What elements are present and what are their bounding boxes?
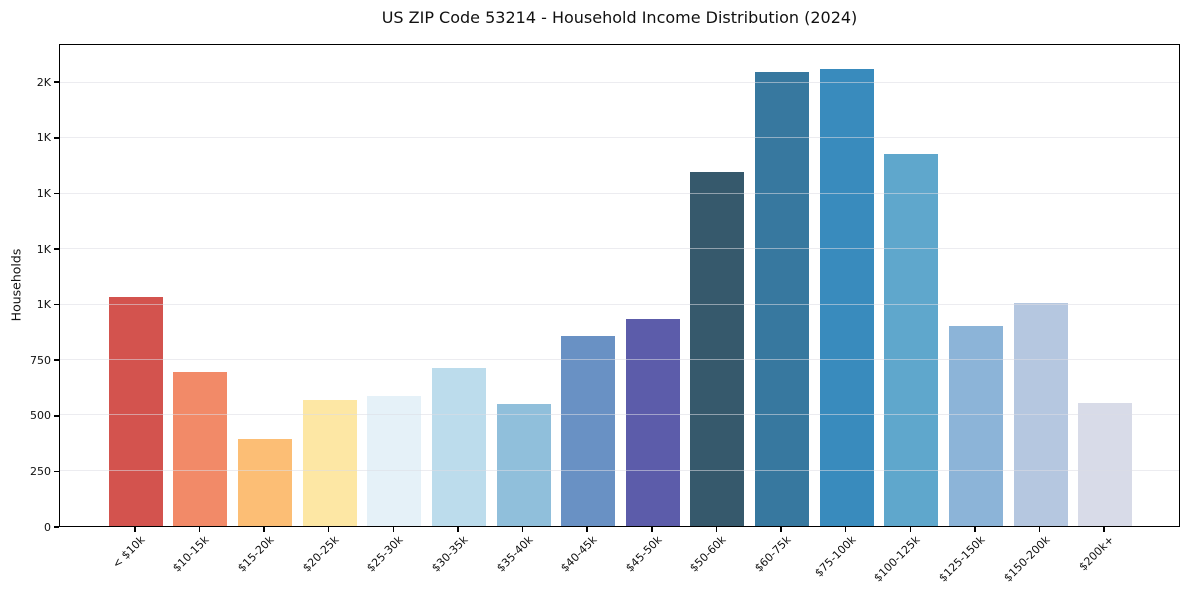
- x-tick-mark: [198, 527, 201, 532]
- y-tick-mark: [53, 248, 59, 250]
- y-tick-label: 0: [44, 520, 51, 534]
- y-tick-label: 500: [30, 409, 51, 423]
- y-tick-mark: [53, 526, 59, 528]
- bar-75-100k: [819, 68, 874, 526]
- bar-20-25k: [302, 399, 357, 526]
- y-tick-label: 1K: [36, 186, 51, 200]
- y-tick-mark: [53, 470, 59, 473]
- y-tick-label: 2K: [36, 75, 51, 89]
- plot-area: [59, 44, 1180, 527]
- x-tick-mark: [651, 527, 653, 532]
- y-tick-mark: [53, 415, 59, 417]
- y-tick-label: 750: [30, 353, 51, 367]
- y-axis-label: Households: [8, 248, 24, 322]
- bar-15-20k: [238, 438, 293, 526]
- y-tick-label: 1K: [36, 298, 51, 312]
- x-tick-mark: [909, 527, 912, 532]
- bar-30-35k: [431, 367, 486, 526]
- bar-200k: [1078, 403, 1133, 526]
- x-tick-mark: [715, 527, 718, 532]
- bar-35-40k: [496, 404, 551, 526]
- x-tick-mark: [521, 527, 524, 532]
- bar-50-60k: [690, 171, 745, 526]
- y-tick-label: 1K: [36, 131, 51, 145]
- bar-25-30k: [367, 396, 422, 526]
- x-tick-mark: [134, 527, 136, 532]
- bar-150-200k: [1013, 303, 1068, 526]
- x-tick-mark: [1103, 527, 1105, 532]
- x-tick-mark: [263, 527, 265, 532]
- bar-40-45k: [561, 335, 616, 526]
- bar-100-125k: [884, 153, 939, 526]
- bar-125-150k: [948, 325, 1003, 526]
- y-tick-mark: [53, 81, 59, 83]
- y-tick-mark: [53, 192, 59, 195]
- y-tick-mark: [53, 137, 59, 139]
- x-tick-mark: [844, 527, 847, 532]
- chart-title: US ZIP Code 53214 - Household Income Dis…: [381, 8, 858, 27]
- bar-45-50k: [625, 318, 680, 526]
- x-tick-label: < $10k: [109, 533, 148, 571]
- y-tick-label: 250: [30, 464, 51, 478]
- x-tick-mark: [780, 527, 782, 532]
- bar-10k: [108, 296, 163, 526]
- x-tick-mark: [327, 527, 330, 532]
- bar-10-15k: [173, 372, 228, 526]
- y-tick-label: 1K: [36, 242, 51, 256]
- bar-60-75k: [755, 72, 810, 526]
- bars-layer: [60, 45, 1179, 526]
- x-tick-mark: [1038, 527, 1041, 532]
- y-tick-mark: [53, 359, 59, 361]
- x-tick-mark: [392, 527, 395, 532]
- x-tick-mark: [457, 527, 459, 532]
- x-tick-mark: [974, 527, 976, 532]
- y-tick-mark: [53, 303, 59, 306]
- x-tick-mark: [586, 527, 588, 532]
